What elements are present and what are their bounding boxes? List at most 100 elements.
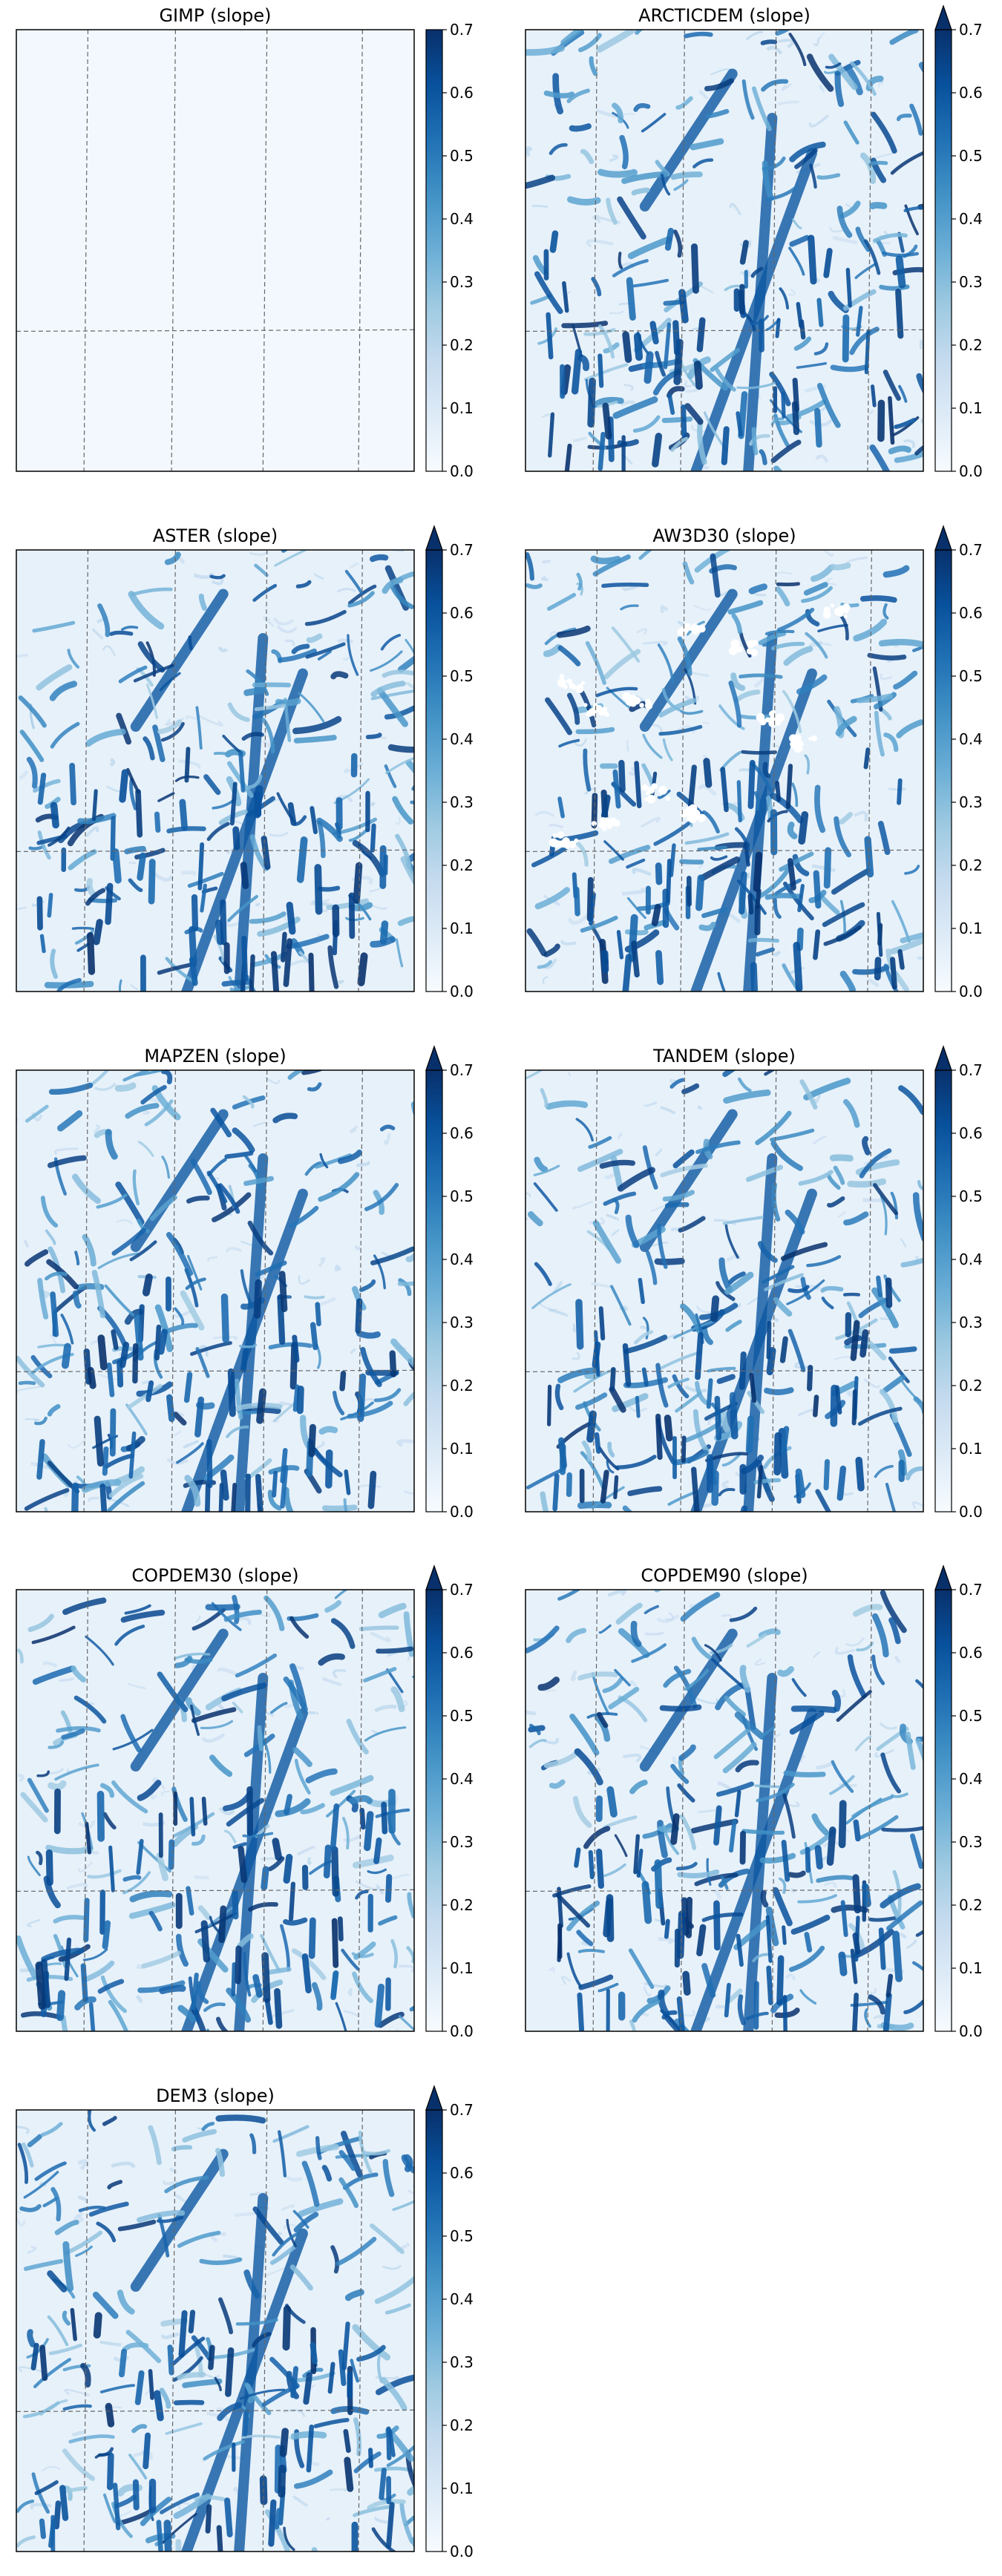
colorbar-tick-label: 0.0 bbox=[450, 2022, 474, 2040]
colorbar-tick-label: 0.0 bbox=[450, 2543, 474, 2560]
grid-line bbox=[592, 1069, 598, 1513]
colorbar-tick-label: 0.6 bbox=[450, 604, 474, 622]
slope-panel: MAPZEN (slope) 0.0 0.1 0.2 0.3 0.4 0.5 0.6 0.7 bbox=[16, 1045, 474, 1521]
colorbar-tick-label: 0.6 bbox=[959, 1124, 983, 1142]
grid-line bbox=[262, 1069, 268, 1513]
slope-panel: ASTER (slope) 0.0 0.1 0.2 0.3 0.4 0.5 0.6 0.7 bbox=[16, 525, 474, 1000]
slope-image bbox=[525, 550, 923, 992]
colorbar: 0.0 0.1 0.2 0.3 0.4 0.5 0.6 0.7 bbox=[425, 21, 474, 480]
colorbar-tick-label: 0.4 bbox=[959, 1770, 983, 1788]
panel-title: DEM3 (slope) bbox=[156, 2085, 275, 2106]
plot-frame bbox=[16, 2109, 415, 2552]
colorbar: 0.0 0.1 0.2 0.3 0.4 0.5 0.6 0.7 bbox=[425, 1564, 474, 2040]
colorbar-tick-label: 0.1 bbox=[959, 1959, 983, 1977]
colorbar-tick-label: 0.6 bbox=[959, 1644, 983, 1662]
colorbar-tick-label: 0.2 bbox=[959, 856, 983, 874]
colorbar-tick-label: 0.6 bbox=[959, 84, 983, 102]
colorbar-extend-arrow bbox=[934, 1045, 952, 1071]
panel-title: COPDEM90 (slope) bbox=[641, 1565, 808, 1586]
colorbar-tick-label: 0.7 bbox=[450, 1581, 474, 1599]
grid-line bbox=[171, 1589, 176, 2032]
plot-frame bbox=[525, 1069, 924, 1513]
slope-panel: DEM3 (slope) 0.0 0.1 0.2 0.3 0.4 0.5 0.6 0.7 bbox=[16, 2085, 474, 2560]
colorbar-tick-label: 0.4 bbox=[959, 1251, 983, 1268]
slope-panel: COPDEM30 (slope) 0.0 0.1 0.2 0.3 0.4 0.5 0.6 0.7 bbox=[16, 1564, 474, 2040]
colorbar-tick-label: 0.7 bbox=[959, 1581, 983, 1599]
colorbar-tick-label: 0.0 bbox=[450, 983, 474, 1000]
panel-title: MAPZEN (slope) bbox=[144, 1046, 286, 1066]
colorbar-tick-label: 0.3 bbox=[450, 793, 474, 811]
slope-image bbox=[525, 1590, 923, 2031]
colorbar: 0.0 0.1 0.2 0.3 0.4 0.5 0.6 0.7 bbox=[425, 2085, 474, 2560]
grid-line bbox=[867, 1589, 872, 2032]
grid-line bbox=[358, 1069, 363, 1513]
slope-image bbox=[16, 30, 414, 471]
grid-line bbox=[83, 1069, 89, 1513]
plot-frame bbox=[16, 1069, 415, 1513]
grid-line bbox=[262, 29, 268, 472]
panel-title: COPDEM30 (slope) bbox=[131, 1565, 298, 1586]
panel-title: ASTER (slope) bbox=[153, 525, 278, 546]
colorbar-tick-label: 0.1 bbox=[959, 1440, 983, 1458]
grid-line bbox=[262, 2109, 268, 2552]
slope-image bbox=[16, 1070, 414, 1512]
colorbar: 0.0 0.1 0.2 0.3 0.4 0.5 0.6 0.7 bbox=[934, 1045, 983, 1521]
colorbar-tick-label: 0.7 bbox=[959, 541, 983, 559]
colorbar-tick-label: 0.1 bbox=[450, 2480, 474, 2497]
colorbar-tick-label: 0.4 bbox=[959, 210, 983, 228]
slope-panel: GIMP (slope) 0.0 0.1 0.2 0.3 0.4 0.5 0.6 0.7 bbox=[16, 5, 474, 480]
colorbar-tick-label: 0.5 bbox=[450, 2227, 474, 2245]
plot-frame bbox=[16, 1589, 415, 2032]
colorbar-tick-label: 0.3 bbox=[959, 273, 983, 291]
colorbar-tick-label: 0.2 bbox=[450, 856, 474, 874]
grid-line bbox=[592, 1589, 598, 2032]
grid-line bbox=[771, 549, 777, 992]
colorbar-tick-label: 0.4 bbox=[450, 730, 474, 748]
colorbar-tick-label: 0.4 bbox=[959, 730, 983, 748]
grid-line bbox=[680, 1589, 686, 2032]
colorbar: 0.0 0.1 0.2 0.3 0.4 0.5 0.6 0.7 bbox=[934, 4, 983, 480]
grid-line bbox=[680, 29, 686, 472]
grid-line bbox=[171, 2109, 176, 2552]
colorbar-tick-label: 0.4 bbox=[450, 1251, 474, 1268]
colorbar-tick-label: 0.0 bbox=[959, 983, 983, 1000]
colorbar-tick-label: 0.6 bbox=[450, 2164, 474, 2182]
colorbar-tick-label: 0.6 bbox=[959, 604, 983, 622]
colorbar-extend-arrow bbox=[425, 525, 443, 551]
colorbar-extend-arrow bbox=[425, 2085, 443, 2111]
grid-line bbox=[171, 549, 176, 992]
colorbar-tick-label: 0.3 bbox=[450, 1833, 474, 1851]
grid-line bbox=[680, 1069, 686, 1513]
colorbar-tick-label: 0.5 bbox=[450, 1707, 474, 1725]
colorbar-tick-label: 0.4 bbox=[450, 210, 474, 228]
grid-line bbox=[358, 1589, 363, 2032]
grid-line bbox=[358, 29, 363, 472]
grid-line bbox=[83, 2109, 89, 2552]
grid-line bbox=[867, 29, 872, 472]
slope-image bbox=[525, 1070, 923, 1512]
colorbar-tick-label: 0.2 bbox=[450, 2416, 474, 2434]
colorbar: 0.0 0.1 0.2 0.3 0.4 0.5 0.6 0.7 bbox=[425, 525, 474, 1000]
slope-image bbox=[16, 2110, 414, 2552]
colorbar-tick-label: 0.2 bbox=[959, 1896, 983, 1914]
panel-title: TANDEM (slope) bbox=[652, 1046, 796, 1066]
colorbar-tick-label: 0.5 bbox=[450, 1187, 474, 1205]
colorbar-tick-label: 0.6 bbox=[450, 84, 474, 102]
plot-frame bbox=[16, 549, 415, 992]
colorbar-tick-label: 0.5 bbox=[959, 147, 983, 165]
grid-line bbox=[867, 549, 872, 992]
plot-frame bbox=[16, 29, 415, 472]
colorbar-tick-label: 0.2 bbox=[959, 1377, 983, 1394]
colorbar-tick-label: 0.0 bbox=[959, 462, 983, 480]
grid-line bbox=[358, 549, 363, 992]
colorbar-tick-label: 0.3 bbox=[959, 1833, 983, 1851]
colorbar-extend-arrow bbox=[425, 1045, 443, 1071]
colorbar-tick-label: 0.7 bbox=[959, 1061, 983, 1079]
colorbar-tick-label: 0.5 bbox=[450, 667, 474, 685]
grid-line bbox=[771, 1069, 777, 1513]
colorbar: 0.0 0.1 0.2 0.3 0.4 0.5 0.6 0.7 bbox=[934, 525, 983, 1000]
colorbar-extend-arrow bbox=[934, 525, 952, 551]
colorbar-tick-label: 0.1 bbox=[450, 1440, 474, 1458]
grid-line bbox=[680, 549, 686, 992]
grid-line bbox=[171, 29, 176, 472]
